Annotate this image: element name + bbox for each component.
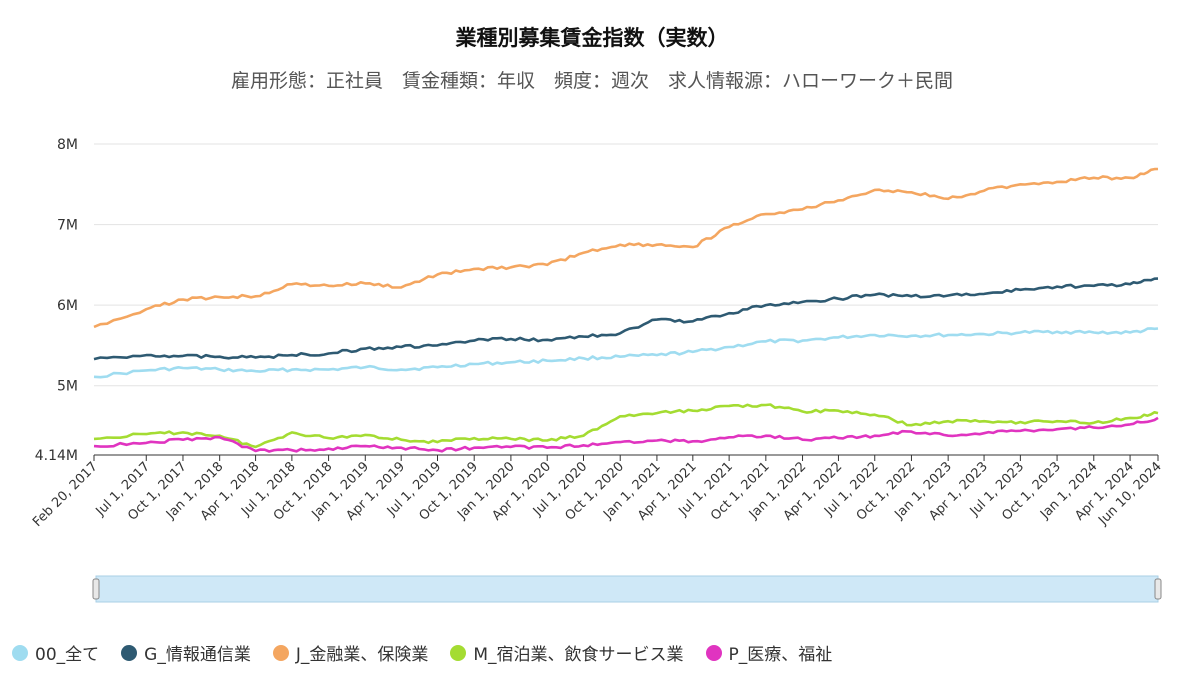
- range-slider-track[interactable]: [95, 575, 1159, 603]
- y-tick-label: 5M: [57, 379, 78, 395]
- legend-marker-icon: [272, 644, 289, 661]
- legend: 00_全て G_情報通信業 J_金融業、保険業 M_宿泊業、飲食サービス業 P_医療、福…: [12, 640, 832, 665]
- grid-lines: [94, 143, 1158, 456]
- legend-item[interactable]: G_情報通信業: [121, 640, 251, 665]
- legend-label: 00_全て: [35, 645, 100, 665]
- y-tick-label: 7M: [57, 218, 78, 234]
- legend-item[interactable]: P_医療、福祉: [705, 640, 833, 665]
- legend-label: J_金融業、保険業: [295, 645, 429, 665]
- y-tick-label: 8M: [57, 137, 78, 153]
- y-axis: 8M 7M 6M 5M 4.14M: [35, 137, 78, 464]
- chart-subtitle: 雇用形態：正社員 賃金種類：年収 頻度：週次 求人情報源：ハローワーク＋民間: [230, 70, 953, 92]
- legend-item[interactable]: M_宿泊業、飲食サービス業: [450, 640, 684, 665]
- y-tick-label: 4.14M: [35, 448, 78, 464]
- series-line[interactable]: [93, 167, 1159, 329]
- legend-marker-icon: [450, 644, 467, 661]
- legend-marker-icon: [121, 644, 138, 661]
- legend-item[interactable]: J_金融業、保険業: [272, 640, 429, 665]
- legend-label: G_情報通信業: [144, 645, 251, 665]
- series-lines: [93, 167, 1159, 453]
- range-slider-handle-right[interactable]: [1154, 578, 1162, 600]
- legend-label: M_宿泊業、飲食サービス業: [473, 645, 684, 665]
- legend-marker-icon: [12, 644, 28, 661]
- series-line[interactable]: [93, 403, 1159, 449]
- legend-label: P_医療、福祉: [728, 645, 833, 665]
- chart-title: 業種別募集賃金指数（実数）: [455, 26, 729, 50]
- series-line[interactable]: [93, 327, 1159, 379]
- legend-item[interactable]: 00_全て: [12, 640, 99, 665]
- range-slider[interactable]: [92, 575, 1162, 603]
- x-tick-label: Feb 20, 2017: [30, 459, 101, 530]
- series-line[interactable]: [93, 416, 1159, 453]
- y-tick-label: 6M: [57, 298, 78, 314]
- legend-marker-icon: [705, 644, 722, 661]
- series-line[interactable]: [93, 277, 1159, 361]
- range-slider-handle-left[interactable]: [92, 578, 100, 600]
